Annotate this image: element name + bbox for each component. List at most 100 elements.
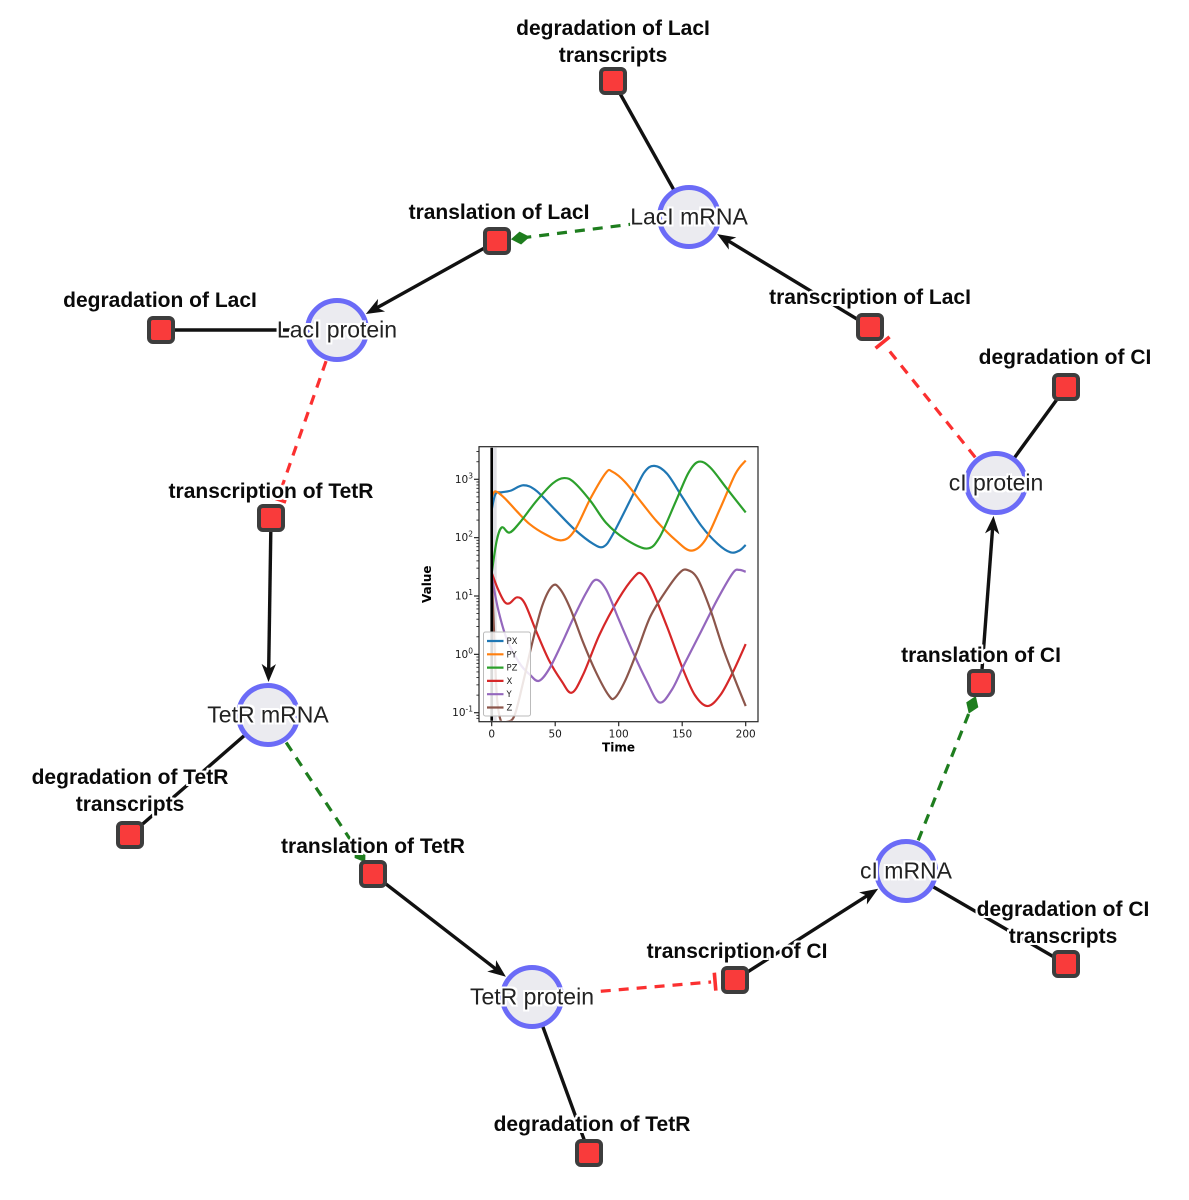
reaction-node-translation_laci — [483, 227, 511, 255]
legend-label-Y: Y — [506, 690, 513, 700]
reaction-node-deg_laci — [147, 316, 175, 344]
species-label-tetr_mrna: TetR mRNA — [207, 701, 329, 728]
legend-label-X: X — [507, 677, 513, 687]
x-axis-label: Time — [602, 741, 635, 755]
reaction-label-transcription_ci: transcription of CI — [647, 938, 828, 965]
reaction-label-line: translation of CI — [901, 644, 1061, 667]
edge-transcription_ci-ci_mrna — [745, 892, 871, 974]
reaction-label-translation_ci: translation of CI — [901, 642, 1061, 669]
reaction-node-transcription_tetr — [257, 504, 285, 532]
edge-ci_protein-transcription_laci — [883, 344, 977, 459]
y-tick-label: 10-1 — [452, 705, 473, 720]
x-tick-label: 50 — [549, 729, 562, 741]
species-label-ci_protein: cI protein — [948, 469, 1044, 496]
edge-tetr_mrna-translation_tetr-diamond-icon — [354, 846, 366, 863]
edge-laci_protein-transcription_tetr-tbar-icon — [268, 494, 287, 504]
edge-transcription_tetr-tetr_mrna — [266, 531, 273, 673]
reaction-node-deg_laci_tr — [599, 67, 627, 95]
x-tick-label: 100 — [609, 729, 629, 741]
reaction-label-line: transcripts — [1008, 925, 1118, 948]
y-tick-label: 103 — [455, 471, 473, 486]
species-node-ci_protein — [964, 451, 1028, 515]
reaction-label-transcription_tetr: transcription of TetR — [169, 478, 374, 505]
reaction-label-line: degradation of TetR — [493, 1113, 691, 1136]
series-line-PX — [490, 464, 747, 554]
edge-translation_tetr-tetr_protein — [383, 881, 500, 973]
reaction-node-deg_ci_tr — [1052, 950, 1080, 978]
y-tick-label: 102 — [455, 530, 473, 545]
edge-transcription_tetr-tetr_mrna-arrowhead-icon — [261, 663, 276, 683]
legend-label-Z: Z — [507, 704, 513, 714]
edge-ci_mrna-translation_ci-diamond-icon — [966, 696, 979, 714]
edge-translation_ci-ci_protein-arrowhead-icon — [985, 515, 1000, 535]
edge-tetr_mrna-translation_tetr — [284, 741, 358, 850]
series-line-PY — [490, 459, 747, 552]
series-line-Z — [490, 568, 747, 721]
y-axis-label: Value — [420, 565, 434, 603]
y-tick-label: 101 — [455, 588, 473, 603]
species-label-tetr_protein: TetR protein — [469, 983, 595, 1010]
edge-tetr_protein-transcription_ci-tbar-icon — [712, 972, 718, 991]
reaction-label-line: degradation of TetR — [31, 766, 229, 789]
reaction-label-deg_ci_tr: degradation of CI transcripts — [977, 896, 1150, 950]
reaction-label-line: translation of LacI — [408, 201, 590, 224]
reaction-label-line: transcription of LacI — [769, 286, 971, 309]
edge-translation_laci-laci_protein — [373, 246, 486, 311]
reaction-label-transcription_laci: transcription of LacI — [769, 284, 971, 311]
edge-transcription_laci-laci_mrna-arrowhead-icon — [717, 234, 737, 250]
species-label-ci_mrna: cI mRNA — [860, 857, 952, 884]
edge-laci_mrna-translation_laci — [526, 219, 657, 239]
legend-label-PZ: PZ — [507, 664, 518, 674]
reaction-label-line: transcripts — [75, 793, 185, 816]
x-tick-label: 150 — [672, 729, 692, 741]
reaction-node-transcription_ci — [721, 966, 749, 994]
species-label-laci_mrna: LacI mRNA — [630, 203, 748, 230]
reaction-label-line: translation of TetR — [281, 835, 465, 858]
reaction-label-deg_laci: degradation of LacI — [63, 287, 257, 314]
y-tick-label: 100 — [455, 646, 473, 661]
reaction-label-deg_ci: degradation of CI — [979, 344, 1152, 371]
reaction-label-deg_tetr: degradation of TetR — [494, 1111, 691, 1138]
inset-chart: 0 50 100 150 200 10-1 100 101 102 103 Time Value PX P… — [420, 446, 759, 755]
reaction-node-translation_ci — [967, 669, 995, 697]
reaction-node-translation_tetr — [359, 860, 387, 888]
species-node-tetr_protein — [500, 965, 564, 1029]
reaction-label-line: degradation of CI — [978, 346, 1152, 369]
edge-transcription_laci-laci_mrna — [724, 237, 859, 322]
series-line-X — [490, 571, 747, 708]
species-label-laci_protein: LacI protein — [276, 316, 398, 343]
species-node-laci_protein — [305, 298, 369, 362]
edge-ci_protein-transcription_laci-tbar-icon — [874, 335, 891, 350]
edge-translation_ci-ci_protein — [980, 525, 995, 670]
edge-tetr_protein-transcription_ci — [564, 980, 712, 996]
edge-translation_laci-laci_protein-arrowhead-icon — [365, 298, 386, 314]
reaction-node-deg_tetr_tr — [116, 821, 144, 849]
species-node-tetr_mrna — [236, 683, 300, 747]
series-line-PZ — [490, 460, 747, 573]
x-tick-label: 200 — [736, 729, 756, 741]
reaction-label-deg_laci_tr: degradation of LacI transcripts — [516, 15, 710, 69]
reaction-node-transcription_laci — [856, 313, 884, 341]
reaction-label-line: transcription of TetR — [168, 480, 374, 503]
reaction-label-translation_laci: translation of LacI — [409, 199, 590, 226]
legend-label-PY: PY — [507, 650, 518, 660]
reaction-label-line: degradation of CI — [976, 898, 1150, 921]
edge-transcription_ci-ci_mrna-arrowhead-icon — [859, 888, 879, 905]
reaction-node-deg_tetr — [575, 1139, 603, 1167]
species-node-ci_mrna — [874, 839, 938, 903]
edge-laci_mrna-translation_laci-diamond-icon — [510, 231, 530, 245]
legend-label-PX: PX — [507, 637, 518, 647]
reaction-node-deg_ci — [1052, 373, 1080, 401]
reaction-label-line: transcripts — [558, 44, 668, 67]
species-node-laci_mrna — [657, 185, 721, 249]
reaction-label-line: degradation of LacI — [516, 17, 710, 40]
x-tick-label: 0 — [488, 729, 495, 741]
reaction-label-line: degradation of LacI — [63, 289, 257, 312]
edge-ci_mrna-translation_ci — [916, 710, 972, 841]
edge-laci_protein-transcription_tetr — [277, 360, 328, 496]
reaction-label-translation_tetr: translation of TetR — [281, 833, 465, 860]
reaction-label-line: transcription of CI — [646, 940, 828, 963]
edge-translation_tetr-tetr_protein-arrowhead-icon — [487, 960, 506, 977]
